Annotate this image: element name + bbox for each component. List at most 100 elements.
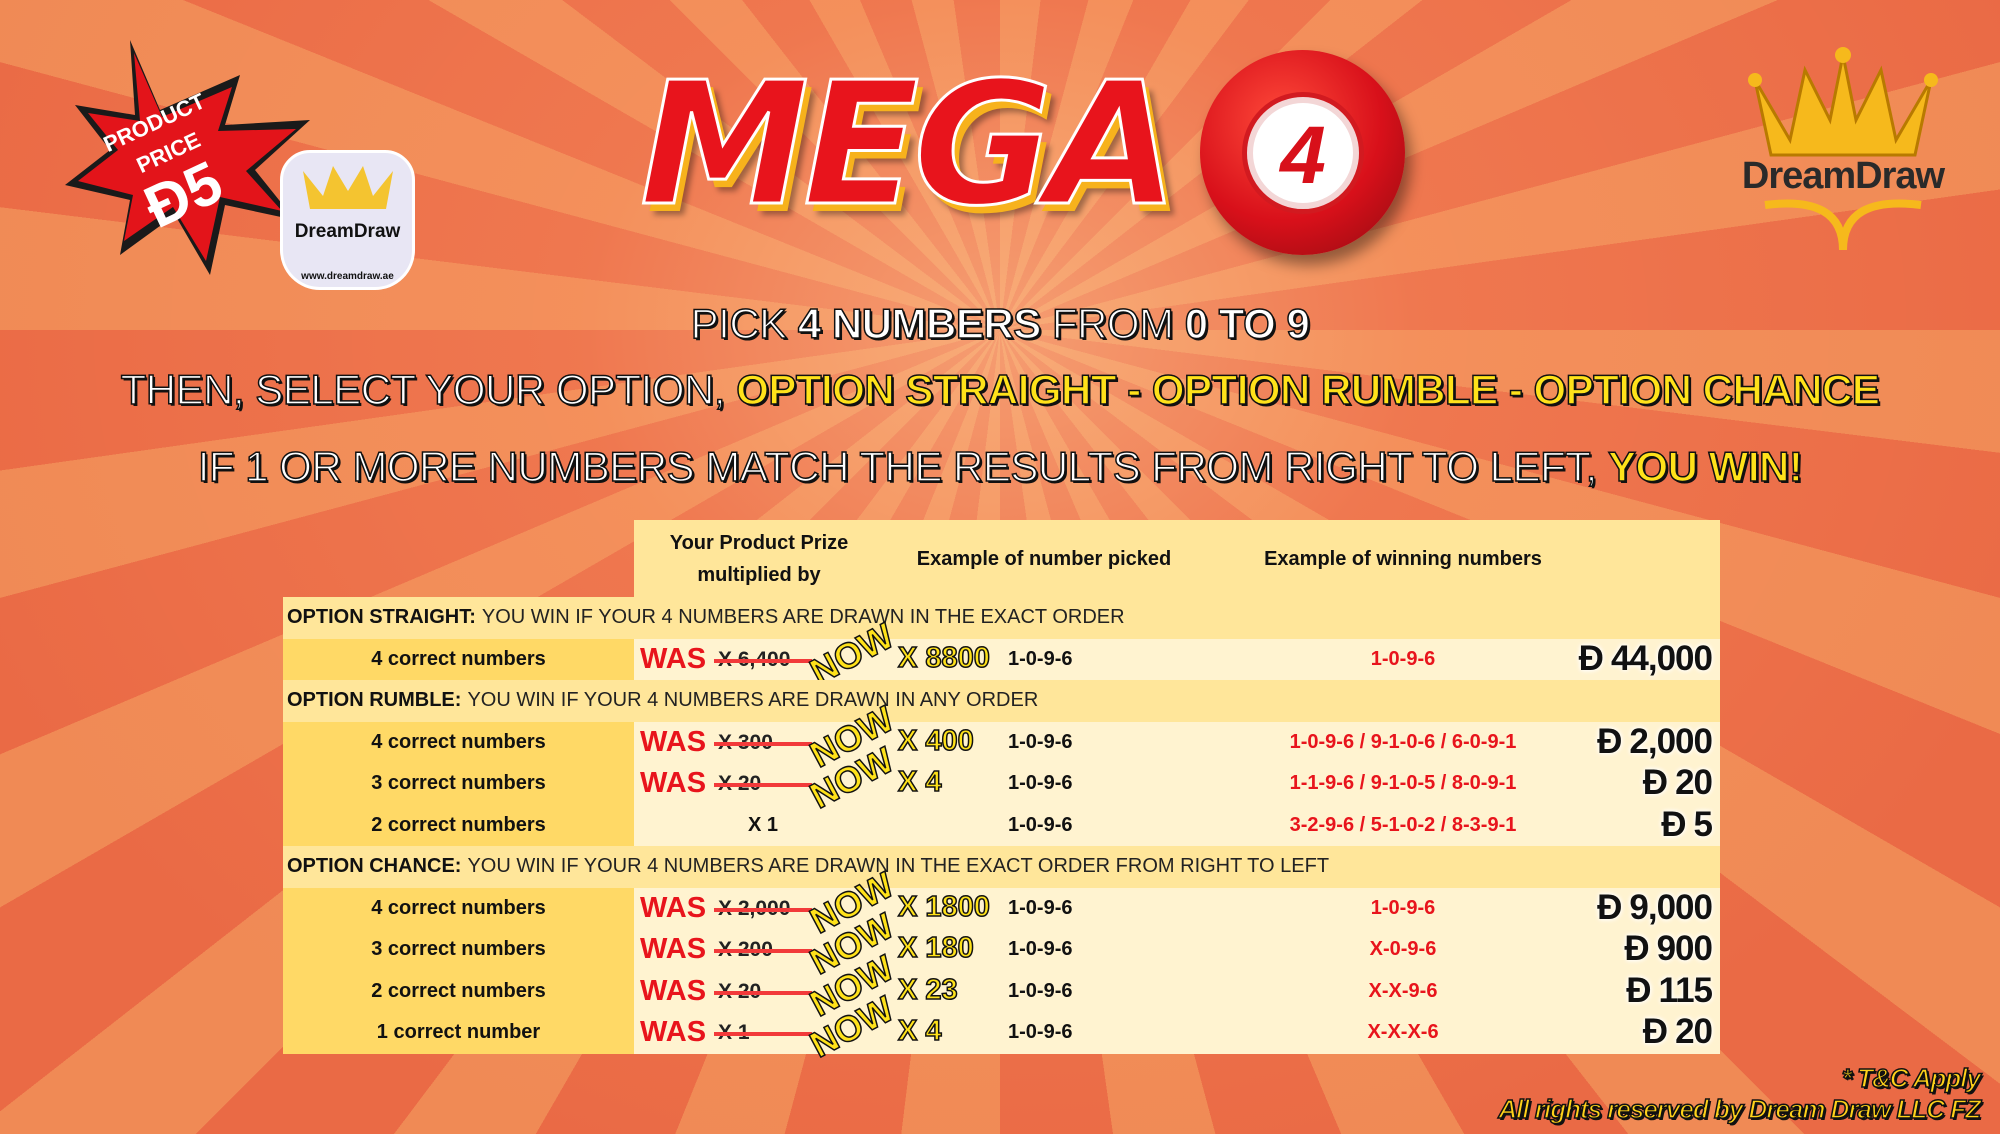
section-description: YOU WIN IF YOUR 4 NUMBERS ARE DRAWN IN T…: [481, 606, 1125, 629]
section-header: OPTION STRAIGHT: YOU WIN IF YOUR 4 NUMBER…: [283, 597, 1720, 639]
table-row: 4 correct numbers WAS X 2,000 NOW X 1800 1-0-…: [283, 863, 1720, 942]
old-multiplier-struck: X 300: [714, 731, 812, 755]
keychain-url: www.dreamdraw.ae: [301, 271, 394, 282]
currency-symbol: Đ: [1642, 1012, 1668, 1051]
headline-pick: PICK 4 NUMBERS FROM 0 TO 9: [0, 299, 2000, 348]
new-multiplier: X 1800: [897, 890, 990, 924]
prize-amount: Đ 115: [1626, 970, 1713, 1011]
mega-title: MEGA: [638, 46, 1179, 244]
lottery-ball: 4: [1200, 50, 1405, 255]
new-multiplier: X 400: [897, 724, 974, 758]
header-number-picked: Example of number picked: [916, 547, 1172, 570]
new-multiplier: X 4: [897, 765, 942, 799]
table-row: 3 correct numbers WAS X 20 NOW X 4 1-0-9-6 1-1…: [283, 738, 1720, 817]
terms-apply: * T&C Apply: [1841, 1062, 1982, 1094]
old-multiplier-struck: X 1: [714, 1021, 812, 1045]
prize-amount: Đ 20: [1642, 763, 1713, 803]
headline-text: FROM: [1040, 299, 1185, 348]
prize-amount: Đ 44,000: [1578, 638, 1713, 679]
row-label: 2 correct numbers: [283, 970, 634, 1012]
header-winning-numbers: Example of winning numbers: [1264, 547, 1542, 570]
logo-brand: DreamDraw: [1741, 155, 1945, 197]
winning-numbers: 1-1-9-6 / 9-1-0-5 / 8-0-9-1: [1289, 772, 1517, 794]
number-picked: 1-0-9-6: [1008, 938, 1073, 960]
headline-options: THEN, SELECT YOUR OPTION, OPTION STRAIGH…: [0, 365, 2000, 414]
was-label: WAS: [640, 642, 707, 675]
headline-win-rule: IF 1 OR MORE NUMBERS MATCH THE RESULTS F…: [0, 442, 2000, 491]
prize-amount-value: 5: [1693, 804, 1713, 844]
currency-symbol: Đ: [1661, 804, 1686, 844]
headline-text: THEN, SELECT YOUR OPTION,: [120, 365, 737, 414]
section-description: YOU WIN IF YOUR 4 NUMBERS ARE DRAWN IN A…: [467, 689, 1039, 712]
was-label: WAS: [640, 933, 707, 965]
section-header: OPTION RUMBLE: YOU WIN IF YOUR 4 NUMBERS …: [283, 680, 1720, 722]
section-header: OPTION CHANCE: YOU WIN IF YOUR 4 NUMBERS …: [283, 846, 1720, 888]
dreamdraw-keychain-image: DreamDraw www.dreamdraw.ae: [280, 150, 415, 290]
row-label: 4 correct numbers: [283, 721, 634, 763]
number-picked: 1-0-9-6: [1008, 647, 1073, 670]
row-label: 3 correct numbers: [283, 763, 634, 805]
prize-amount-value: 900: [1656, 929, 1713, 968]
new-multiplier: X 180: [897, 931, 974, 965]
prize-amount-value: 20: [1675, 1012, 1713, 1051]
ball-number: 4: [1280, 110, 1326, 201]
table-row: 2 correct numbers X 1 1-0-9-6 3-2-9-6 / 5-1…: [283, 804, 1720, 846]
currency-symbol: Đ: [1578, 638, 1604, 678]
row-label: 4 correct numbers: [283, 638, 634, 680]
winning-numbers: 1-0-9-6: [1370, 896, 1436, 919]
winning-numbers: X-0-9-6: [1369, 938, 1437, 960]
was-label: WAS: [640, 767, 707, 799]
crown-icon: [1748, 47, 1938, 251]
number-picked: 1-0-9-6: [1008, 813, 1073, 836]
headline-text: PICK: [690, 299, 798, 348]
currency-symbol: Đ: [1624, 929, 1649, 968]
was-label: WAS: [640, 725, 707, 758]
number-picked: 1-0-9-6: [1008, 730, 1073, 753]
was-label: WAS: [640, 1016, 707, 1048]
row-label: 4 correct numbers: [283, 887, 634, 929]
old-multiplier-struck: X 6,400: [714, 648, 812, 672]
prize-table: OPTION STRAIGHT: YOU WIN IF YOUR 4 NUMBER…: [283, 597, 1720, 1066]
winning-numbers: 1-0-9-6: [1370, 647, 1436, 670]
row-label: 3 correct numbers: [283, 929, 634, 971]
old-multiplier-struck: X 20: [714, 980, 812, 1004]
headline-text: IF 1 OR MORE NUMBERS MATCH THE RESULTS F…: [197, 442, 1608, 491]
header-text: multiplied by: [697, 563, 821, 586]
table-row: 2 correct numbers WAS X 20 NOW X 23 1-0-9-6 X-…: [283, 946, 1720, 1025]
winning-numbers: X-X-X-6: [1367, 1021, 1439, 1043]
was-label: WAS: [640, 891, 707, 924]
copyright-notice: All rights reserved by Dream Draw LLC FZ: [1498, 1093, 1982, 1125]
dreamdraw-logo: DreamDraw: [1735, 45, 1951, 255]
prize-amount-value: 20: [1675, 763, 1713, 802]
section-name: OPTION RUMBLE:: [287, 689, 462, 712]
number-picked: 1-0-9-6: [1008, 979, 1073, 1002]
currency-symbol: Đ: [1626, 970, 1651, 1010]
number-picked: 1-0-9-6: [1008, 772, 1073, 794]
prize-amount: Đ 20: [1642, 1012, 1713, 1052]
old-multiplier-struck: X 2,000: [714, 897, 812, 921]
keychain-brand: DreamDraw: [294, 221, 401, 242]
starburst-icon: [65, 40, 310, 275]
prize-amount-value: 44,000: [1610, 638, 1713, 678]
old-multiplier-struck: X 200: [714, 938, 812, 962]
headline-text: 0 TO 9: [1184, 299, 1311, 348]
prize-table-header: Your Product Prize multiplied by Example …: [634, 520, 1720, 597]
prize-amount: Đ 9,000: [1597, 887, 1713, 928]
crown-icon: [303, 166, 393, 209]
row-label: 1 correct number: [283, 1012, 634, 1054]
old-multiplier-struck: X 20: [714, 772, 812, 796]
section-name: OPTION CHANCE:: [287, 855, 462, 878]
headline-text: 4 NUMBERS: [797, 299, 1042, 348]
row-label: 2 correct numbers: [283, 804, 634, 846]
currency-symbol: Đ: [1597, 887, 1622, 927]
number-picked: 1-0-9-6: [1008, 1021, 1073, 1043]
headline-options-list: OPTION STRAIGHT - OPTION RUMBLE - OPTION…: [735, 365, 1880, 414]
table-row: 1 correct number WAS X 1 NOW X 4 1-0-9-6 X-X-X…: [283, 987, 1720, 1066]
prize-amount-value: 9,000: [1629, 887, 1713, 927]
prize-amount-value: 2,000: [1629, 721, 1713, 761]
prize-amount: Đ 900: [1624, 929, 1713, 969]
was-label: WAS: [640, 974, 707, 1007]
winning-numbers: 3-2-9-6 / 5-1-0-2 / 8-3-9-1: [1289, 813, 1517, 836]
currency-symbol: Đ: [1642, 763, 1668, 802]
new-multiplier: X 23: [897, 973, 958, 1007]
